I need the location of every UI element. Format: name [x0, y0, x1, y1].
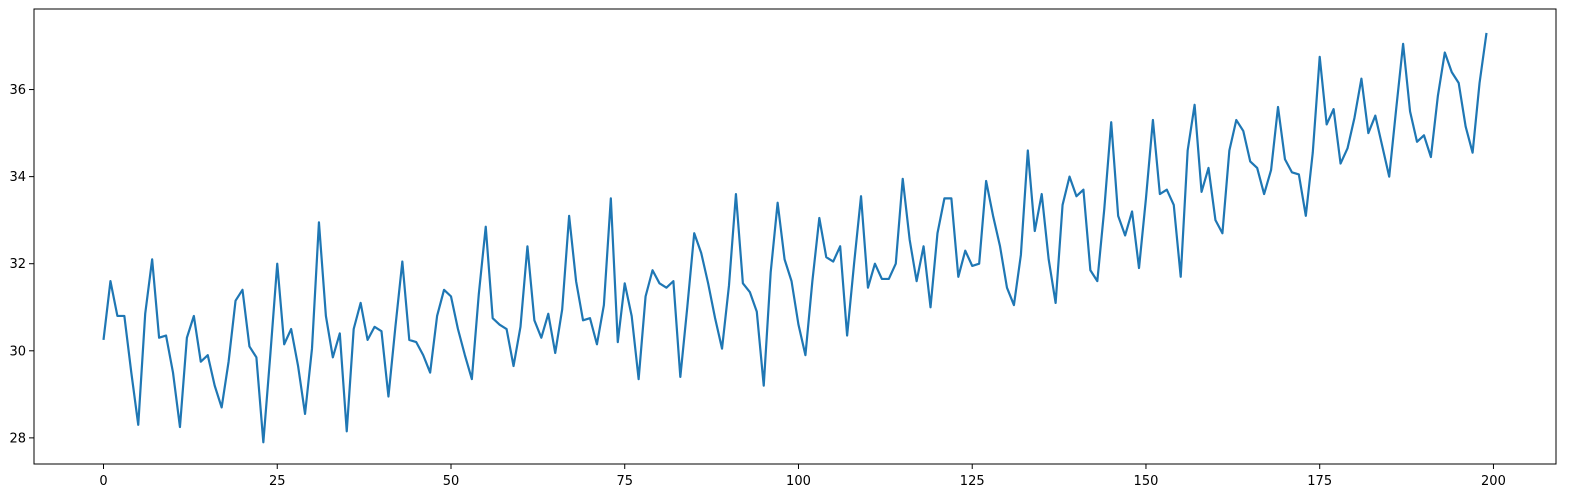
x-tick-label: 100 — [786, 474, 811, 489]
x-tick-label: 125 — [960, 474, 985, 489]
plot-area — [102, 32, 1488, 444]
axes-frame — [33, 8, 1557, 465]
series-line-0 — [102, 32, 1488, 444]
x-tick-label: 175 — [1307, 474, 1332, 489]
x-tick-label: 0 — [99, 474, 107, 489]
y-tick-label: 32 — [9, 257, 26, 272]
y-tick-label: 30 — [9, 344, 26, 359]
x-tick-label: 25 — [269, 474, 286, 489]
x-tick-label: 150 — [1134, 474, 1159, 489]
x-tick-label: 200 — [1481, 474, 1506, 489]
x-tick-label: 75 — [616, 474, 633, 489]
y-axis-ticks: 28 30 32 34 36 — [9, 83, 34, 446]
y-tick-label: 28 — [9, 431, 26, 446]
x-tick-label: 50 — [443, 474, 460, 489]
y-tick-label: 34 — [9, 170, 26, 185]
x-axis-ticks: 0 25 50 75 100 125 150 175 200 — [99, 464, 1506, 489]
y-tick-label: 36 — [9, 83, 26, 98]
